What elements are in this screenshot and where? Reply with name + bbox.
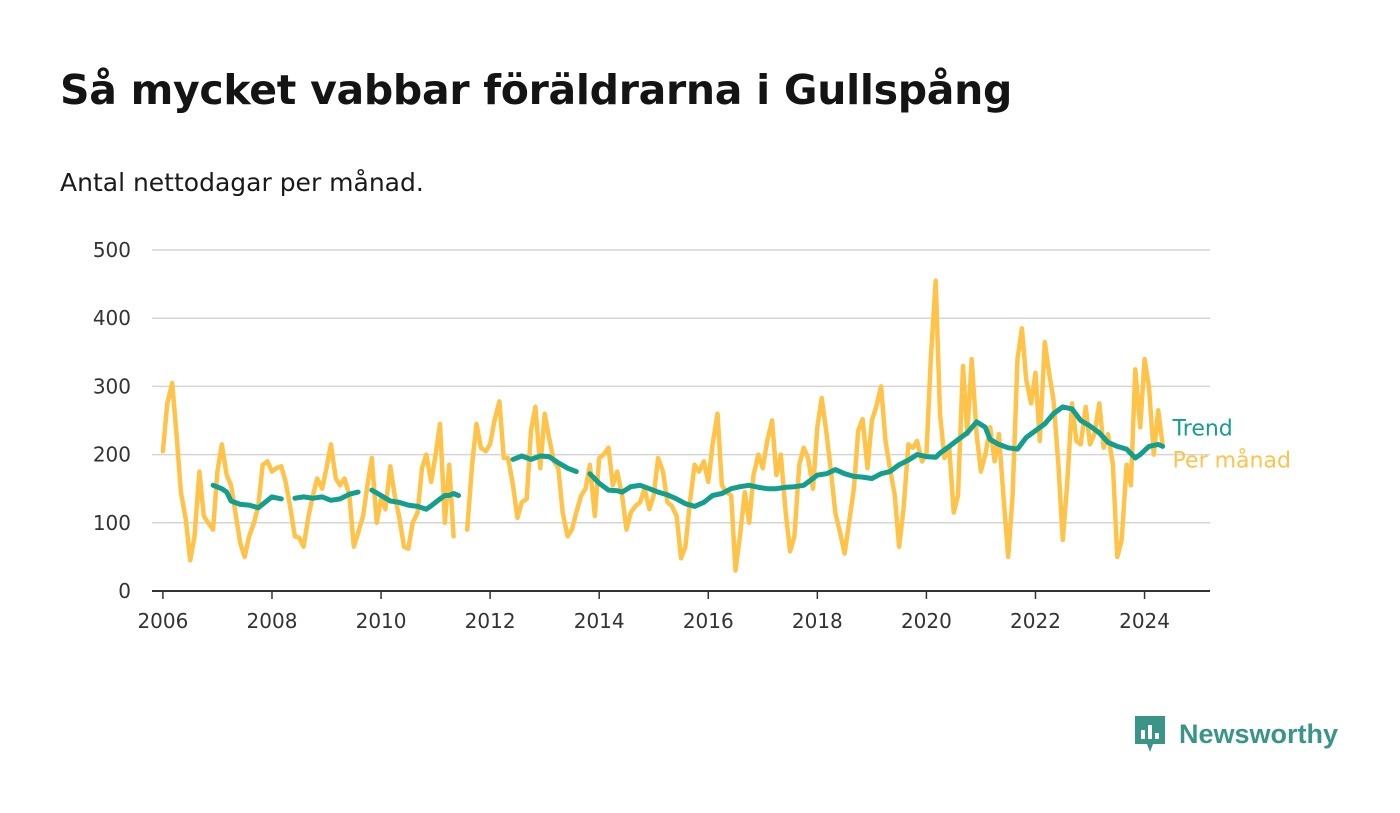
y-tick-label: 100 bbox=[93, 511, 131, 535]
series-lines bbox=[160, 278, 1166, 573]
newsworthy-logo-icon bbox=[1135, 716, 1165, 752]
chart-title: Så mycket vabbar föräldrarna i Gullspång bbox=[60, 66, 1013, 114]
x-tick-label: 2014 bbox=[574, 609, 625, 633]
y-axis-ticks: 0 100 200 300 400 500 bbox=[93, 238, 131, 603]
y-tick-label: 500 bbox=[93, 238, 131, 262]
x-tick-label: 2008 bbox=[247, 609, 298, 633]
series-labels: Per månad Trend bbox=[1172, 416, 1291, 473]
series-label-per-m-nad: Per månad bbox=[1173, 447, 1291, 473]
y-tick-label: 300 bbox=[93, 374, 131, 398]
series-line-trend bbox=[210, 404, 1166, 512]
series-line-per-m-nad bbox=[160, 278, 1165, 573]
y-tick-label: 400 bbox=[93, 306, 131, 330]
newsworthy-logo[interactable]: Newsworthy bbox=[1133, 712, 1338, 756]
x-tick-label: 2012 bbox=[465, 609, 516, 633]
x-tick-label: 2024 bbox=[1119, 609, 1170, 633]
chart-subtitle: Antal nettodagar per månad. bbox=[60, 168, 424, 197]
brand-name: Newsworthy bbox=[1179, 718, 1339, 749]
x-axis-ticks: 2006 2008 2010 2012 2014 2016 2018 2020 2022 2024 bbox=[137, 591, 1170, 633]
x-tick-label: 2018 bbox=[792, 609, 843, 633]
y-tick-label: 200 bbox=[93, 443, 131, 467]
x-tick-label: 2016 bbox=[683, 609, 734, 633]
series-label-trend: Trend bbox=[1172, 416, 1233, 441]
x-tick-label: 2022 bbox=[1010, 609, 1061, 633]
x-tick-label: 2006 bbox=[137, 609, 188, 633]
y-tick-label: 0 bbox=[118, 579, 131, 603]
x-tick-label: 2020 bbox=[901, 609, 952, 633]
x-tick-label: 2010 bbox=[356, 609, 407, 633]
